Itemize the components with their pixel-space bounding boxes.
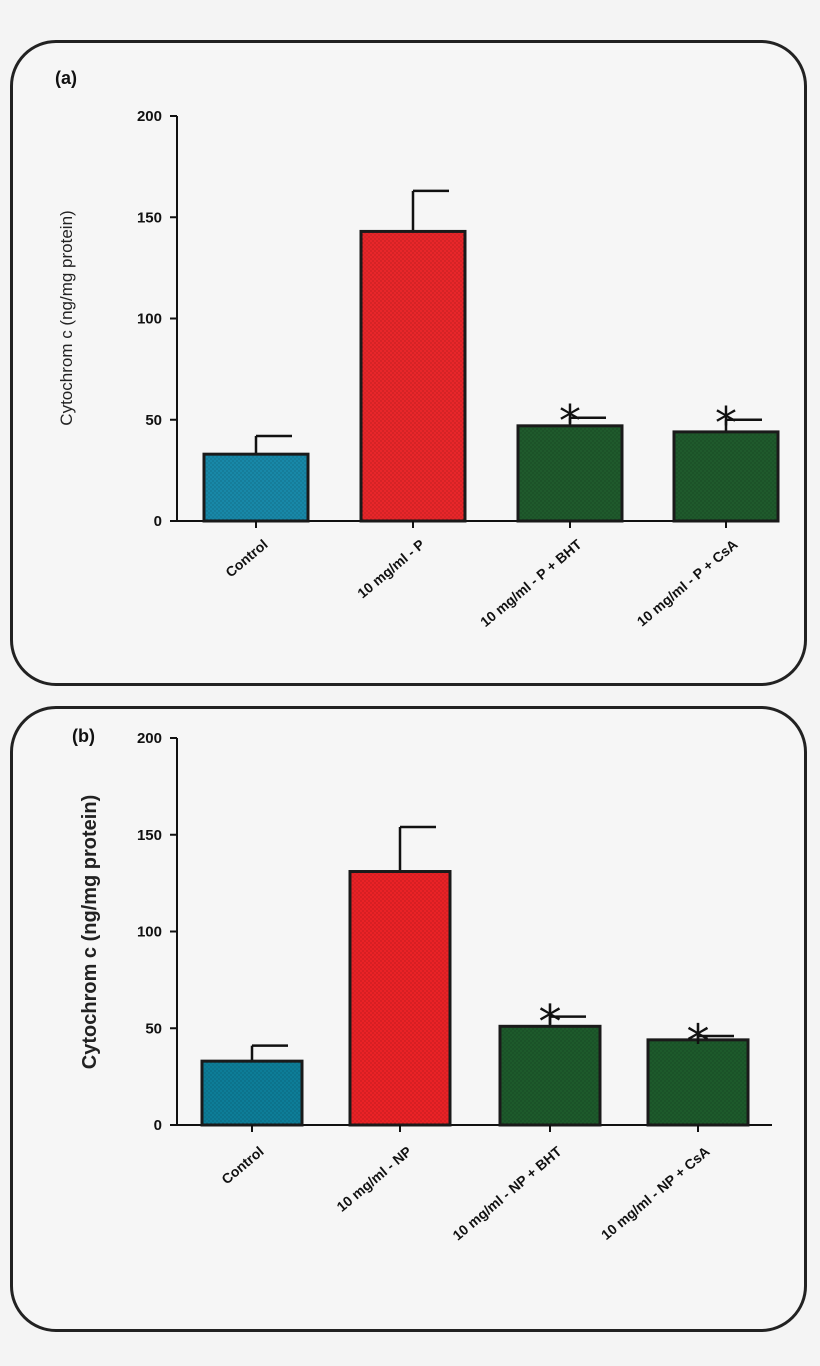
y-tick-label: 200 (137, 730, 162, 747)
category-label: Control (222, 536, 270, 580)
bar-texture (649, 1041, 747, 1124)
y-tick-label: 100 (137, 311, 162, 328)
category-label: 10 mg/ml - NP + CsA (598, 1143, 713, 1243)
y-tick-label: 0 (154, 1117, 162, 1134)
bar-texture (362, 232, 464, 520)
category-label: 10 mg/ml - P + BHT (477, 536, 585, 630)
y-tick-label: 50 (145, 1020, 162, 1037)
bar-texture (351, 873, 449, 1124)
y-tick-label: 200 (137, 108, 162, 125)
chart-a: (a) 0 50 100 150 200 Cytochrom c (ng/mg protei… (55, 68, 780, 630)
y-axis-title: Cytochrom c (ng/mg protein) (79, 795, 101, 1069)
panel-label: (b) (72, 726, 95, 746)
bar-texture (675, 433, 777, 520)
significance-star: * (559, 396, 581, 447)
bar-texture (205, 455, 307, 520)
bar-texture (519, 427, 621, 520)
y-tick-label: 0 (154, 513, 162, 530)
y-tick-label: 150 (137, 827, 162, 844)
significance-star: * (539, 995, 562, 1049)
significance-star: * (715, 398, 737, 449)
category-label: 10 mg/ml - P (354, 536, 427, 601)
bar-texture (501, 1027, 599, 1124)
category-label: 10 mg/ml - NP (333, 1143, 414, 1215)
category-label: 10 mg/ml - NP + BHT (449, 1143, 565, 1244)
y-axis-title: Cytochrom c (ng/mg protein) (57, 210, 76, 425)
category-label: 10 mg/ml - P + CsA (634, 536, 741, 629)
y-tick-label: 50 (145, 412, 162, 429)
category-label: Control (218, 1143, 266, 1187)
panel-label: (a) (55, 68, 77, 88)
chart-b: (b) 0 50 100 150 200 Cytochrom c (ng/mg protei… (72, 726, 772, 1243)
bar-texture (203, 1062, 301, 1124)
y-tick-label: 100 (137, 924, 162, 941)
significance-star: * (687, 1014, 710, 1068)
y-tick-label: 150 (137, 209, 162, 226)
